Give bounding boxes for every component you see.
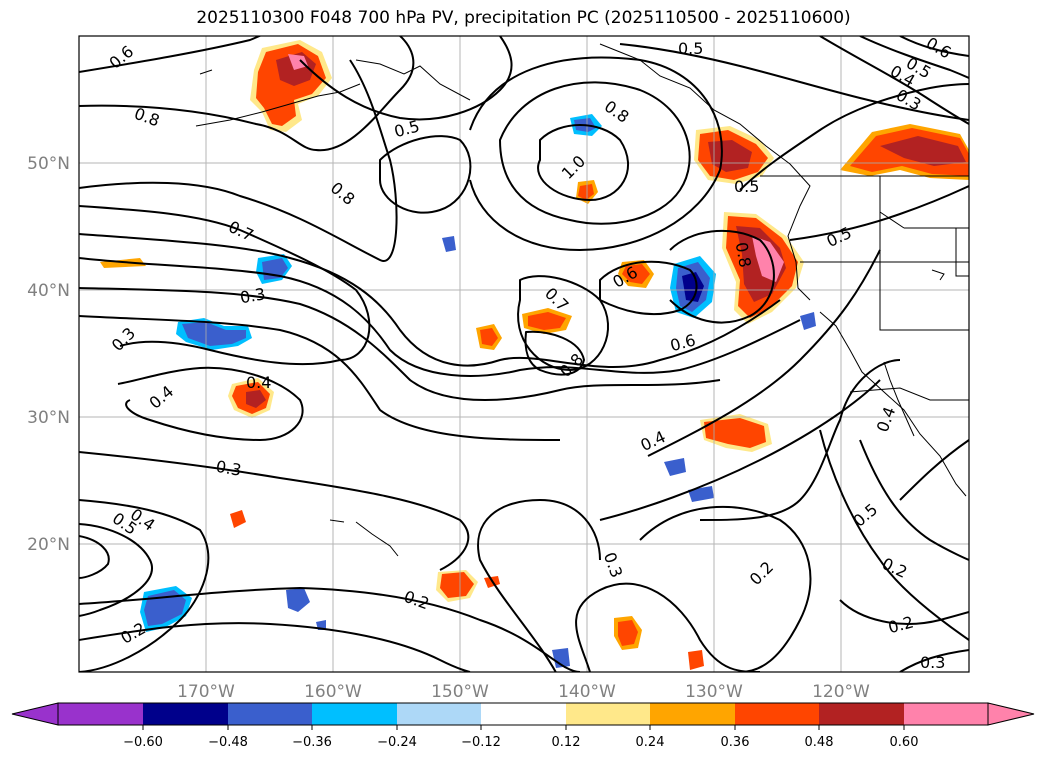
map-plot-area: 0.6 0.8 0.7 0.3 0.3 0.4 0.4 0.3 0.4 0.5 … (79, 36, 969, 672)
lon-tick-label: 130°W (685, 682, 743, 702)
lon-tick-label: 120°W (812, 682, 870, 702)
colorbar-tick-label: −0.36 (292, 735, 332, 750)
colorbar-segment (904, 703, 988, 725)
contour-label: 0.8 (732, 241, 755, 269)
contour-label: 0.4 (246, 373, 271, 392)
colorbar-segment (312, 703, 397, 725)
contour-label: 0.3 (238, 284, 266, 307)
colorbar-segment (735, 703, 819, 725)
lat-tick-label: 40°N (27, 281, 70, 301)
colorbar-segment (650, 703, 735, 725)
colorbar-segment (58, 703, 143, 725)
contour-label: 0.3 (920, 653, 945, 672)
pv-contours (79, 36, 969, 672)
colorbar-segment (143, 703, 228, 725)
colorbar-tick-label: −0.48 (208, 735, 248, 750)
lon-tick-label: 150°W (431, 682, 489, 702)
colorbar-max-extension (987, 702, 1035, 726)
colorbar-segment (228, 703, 312, 725)
colorbar-tick-label: 0.60 (890, 735, 919, 750)
lat-tick-label: 30°N (27, 408, 70, 428)
contour-label: 0.5 (734, 177, 759, 196)
colorbar-tick-label: −0.12 (461, 735, 501, 750)
lon-tick-label: 160°W (304, 682, 362, 702)
colorbar-segment (566, 703, 650, 725)
lat-axis: 50°N 40°N 30°N 20°N (27, 154, 70, 555)
lon-tick-label: 140°W (558, 682, 616, 702)
coastlines (195, 43, 969, 557)
contour-label: 0.3 (214, 457, 242, 480)
contour-label: 0.5 (678, 39, 703, 58)
colorbar-segment (481, 703, 566, 725)
precipitation-shading (100, 40, 969, 670)
colorbar-tick-label: 0.36 (721, 735, 750, 750)
colorbar: −0.60 −0.48 −0.36 −0.24 −0.12 0.12 0.24 … (11, 702, 1035, 750)
colorbar-tick-label: 0.24 (636, 735, 665, 750)
colorbar-tick-label: 0.48 (805, 735, 834, 750)
lon-axis: 170°W 160°W 150°W 140°W 130°W 120°W (177, 682, 870, 702)
colorbar-segment (819, 703, 904, 725)
map-title: 2025110300 F048 700 hPa PV, precipitatio… (196, 8, 851, 28)
lat-tick-label: 50°N (27, 154, 70, 174)
lat-tick-label: 20°N (27, 535, 70, 555)
colorbar-tick-label: −0.60 (123, 735, 163, 750)
colorbar-segment (397, 703, 481, 725)
lon-tick-label: 170°W (177, 682, 235, 702)
colorbar-tick-label: −0.24 (377, 735, 417, 750)
map-frame (78, 35, 970, 673)
colorbar-min-extension (11, 702, 59, 726)
colorbar-tick-label: 0.12 (552, 735, 581, 750)
